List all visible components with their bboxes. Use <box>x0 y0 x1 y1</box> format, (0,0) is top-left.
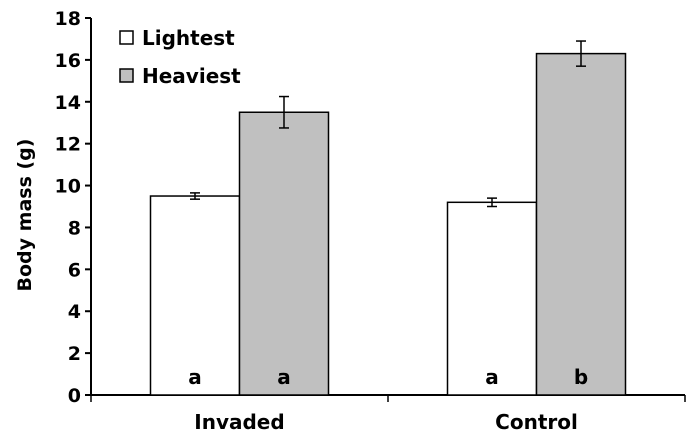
x-category-label: Control <box>495 410 578 434</box>
bar-heaviest-invaded <box>238 111 330 396</box>
significance-label: a <box>277 365 291 389</box>
y-tick-label: 16 <box>55 50 81 72</box>
y-axis-label: Body mass (g) <box>14 139 36 292</box>
x-category-label: Invaded <box>194 410 284 434</box>
x-axis: Invaded Control <box>90 394 686 434</box>
legend: Lightest Heaviest <box>119 26 241 88</box>
bar-heaviest-control <box>535 52 627 396</box>
y-tick-label: 10 <box>55 176 81 198</box>
y-tick-label: 6 <box>68 259 81 281</box>
y-tick-label: 8 <box>68 217 81 239</box>
bar-lightest-invaded <box>149 195 241 396</box>
y-axis: 0 2 4 6 8 10 12 14 16 18 <box>55 8 92 407</box>
legend-swatch-lightest <box>119 30 134 45</box>
y-tick-label: 0 <box>68 385 81 407</box>
significance-label: a <box>188 365 202 389</box>
y-tick-label: 14 <box>55 92 81 114</box>
legend-label: Lightest <box>142 26 235 50</box>
y-tick-label: 12 <box>55 134 81 156</box>
y-tick-label: 18 <box>55 8 81 30</box>
significance-label: a <box>485 365 499 389</box>
legend-label: Heaviest <box>142 64 241 88</box>
significance-label: b <box>574 365 588 389</box>
legend-swatch-heaviest <box>119 68 134 83</box>
y-tick-label: 4 <box>68 301 81 323</box>
y-tick-label: 2 <box>68 343 81 365</box>
